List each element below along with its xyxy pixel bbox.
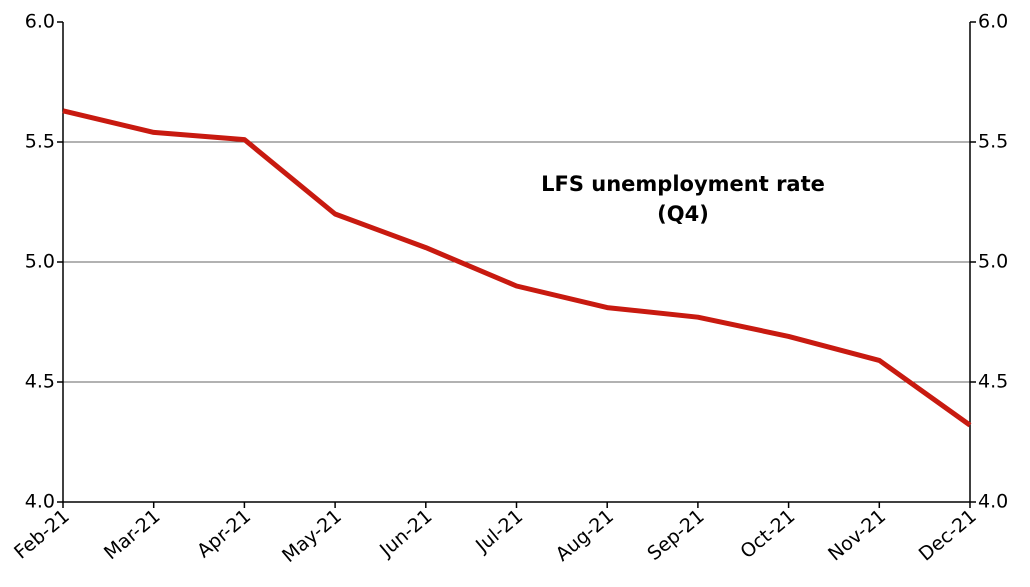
x-tick-label: May-21 xyxy=(278,505,346,567)
x-tick-label: Jul-21 xyxy=(471,505,527,557)
y-tick-label: 4.0 xyxy=(25,491,55,513)
y-tick-label: 4.5 xyxy=(25,371,55,393)
x-tick-label: Aug-21 xyxy=(552,505,618,566)
y2-tick-label: 5.0 xyxy=(978,251,1008,273)
y-tick-label: 5.5 xyxy=(25,131,55,153)
x-tick-label: Feb-21 xyxy=(10,505,74,563)
x-tick-label: Dec-21 xyxy=(915,505,981,565)
x-tick-label: Sep-21 xyxy=(643,505,708,565)
x-tick-label: Apr-21 xyxy=(193,505,255,562)
x-tick-label: Nov-21 xyxy=(824,505,890,565)
y2-tick-label: 5.5 xyxy=(978,131,1008,153)
x-tick-label: Mar-21 xyxy=(100,505,164,564)
y-tick-label: 6.0 xyxy=(25,11,55,33)
y-tick-label: 5.0 xyxy=(25,251,55,273)
y2-tick-label: 4.5 xyxy=(978,371,1008,393)
line-series xyxy=(62,108,972,428)
annotation: LFS unemployment rate xyxy=(541,172,825,196)
x-tick-label: Jun-21 xyxy=(375,505,436,562)
annotation: (Q4) xyxy=(657,202,709,226)
y2-tick-label: 6.0 xyxy=(978,11,1008,33)
x-tick-label: Oct-21 xyxy=(736,505,799,563)
y2-tick-label: 4.0 xyxy=(978,491,1008,513)
